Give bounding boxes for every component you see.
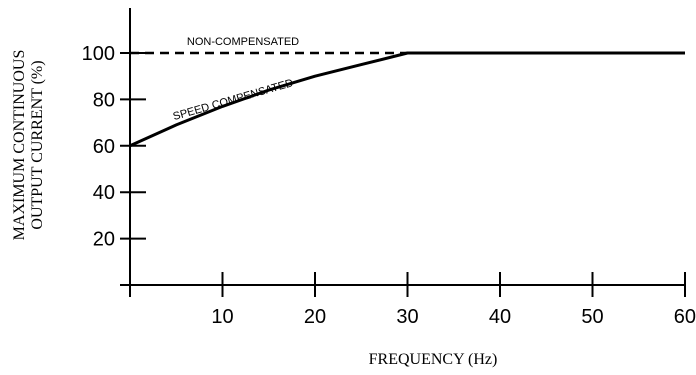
y-tick-label-20: 20 [93,229,115,251]
y-tick-label-40: 40 [93,182,115,204]
y-tick-label-80: 80 [93,89,115,111]
series-label-speed-compensated: SPEED COMPENSATED [172,77,295,123]
x-tick-label-50: 50 [581,306,603,328]
series-label-non-compensated: NON-COMPENSATED [187,36,299,48]
series-speed-compensated-line [129,51,685,148]
y-tick-label-100: 100 [82,43,115,65]
tick-labels: 20 40 60 80 100 10 20 30 40 50 60 [82,43,696,328]
x-tick-label-10: 10 [211,306,233,328]
x-tick-label-40: 40 [489,306,511,328]
x-tick-label-30: 30 [396,306,418,328]
axes [120,8,685,295]
series-lines [129,51,685,148]
y-axis-title-line-2: OUTPUT CURRENT (%) [29,60,46,229]
tick-marks [120,52,686,297]
x-axis-title: FREQUENCY (Hz) [369,351,498,368]
x-tick-label-20: 20 [304,306,326,328]
y-axis-title-line-1: MAXIMUM CONTINUOUS [11,50,28,241]
y-tick-label-60: 60 [93,136,115,158]
x-tick-label-60: 60 [674,306,696,328]
series-labels: NON-COMPENSATED SPEED COMPENSATED [172,36,299,123]
